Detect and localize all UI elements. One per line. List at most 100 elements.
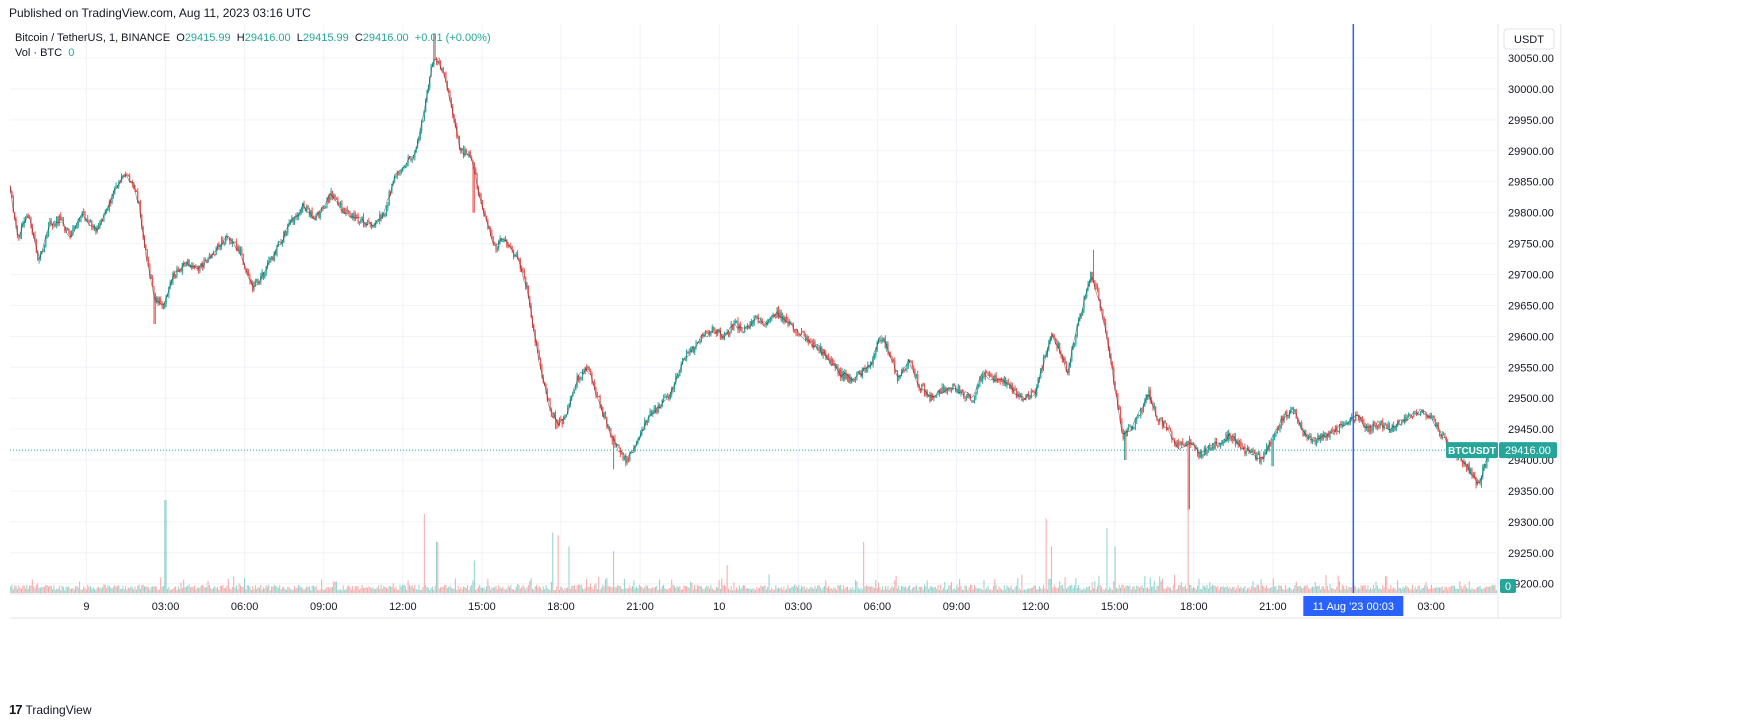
volume-bar [1030,587,1032,593]
candle-body [1148,389,1150,398]
candle-body [1367,425,1369,432]
candle-body [752,323,754,326]
candle-body [398,172,400,174]
volume-bar [1428,588,1430,593]
candle-body [219,246,221,248]
volume-bar [686,586,688,593]
candle-body [247,271,250,277]
y-tick-label: 29800.00 [1508,208,1554,220]
volume-bar [928,589,930,593]
candle-body [1117,393,1119,408]
volume-bar [849,587,851,593]
volume-bar [350,589,352,593]
candle-body [844,372,846,380]
candle-body [1168,428,1170,430]
volume-bar [734,589,736,593]
volume-bar [425,584,427,593]
candle-body [352,212,354,218]
candle-body [575,386,577,391]
candle-body [564,415,566,419]
symbol-badge: BTCUSDT [1448,446,1496,457]
candle-body [650,411,653,414]
volume-bar [802,587,804,593]
volume-bar [1305,585,1307,593]
candle-body [235,242,238,250]
volume-bar [1151,586,1153,593]
volume-bar [1161,578,1163,593]
x-tick-label: 21:00 [626,601,654,613]
candle-body [1292,407,1295,412]
candle-body [1325,432,1327,438]
volume-bar [60,590,62,593]
volume-bar [465,588,467,593]
volume-bar [994,579,996,593]
volume-bar [65,586,67,593]
candle-body [97,225,100,228]
volume-bar [1453,586,1455,593]
volume-bar [513,589,515,593]
candle-body [1275,433,1277,435]
candle-body [646,421,648,423]
candle-body [1472,473,1474,476]
volume-bar [1124,588,1126,593]
candle-body [1372,421,1374,430]
candle-body [872,356,874,365]
volume-bar [306,586,308,593]
candle-body [1399,424,1401,426]
candle-body [1307,437,1310,439]
candle-body [1394,429,1396,431]
candle-body [1257,453,1260,455]
candle-body [366,220,369,223]
candle-body [988,374,990,376]
volume-bar [177,586,179,593]
y-tick-label: 29350.00 [1508,486,1554,498]
volume-bar [98,586,100,593]
volume-bar [533,589,535,593]
volume-bar [955,589,957,593]
volume-bar [137,585,139,593]
candle-body [977,383,980,388]
volume-bar [710,584,712,593]
volume-bar [1253,587,1255,593]
volume-bar [181,588,183,593]
volume-bar [214,586,216,593]
volume-bar [860,587,862,593]
candle-body [796,332,799,334]
volume-bar [417,589,419,593]
volume-bar [34,587,36,593]
volume-bar [1129,585,1131,593]
volume-bar [514,589,516,593]
volume-bar [529,580,531,593]
candle-body [857,371,859,373]
volume-bar [91,588,93,593]
volume-bar [1355,586,1357,593]
candle-body [1332,429,1334,431]
candle-body [422,120,424,123]
candle-body [189,264,192,267]
candle-body [915,374,917,377]
candle-body [435,59,438,63]
volume-bar [180,582,182,593]
candle-body [346,209,348,211]
volume-bar [50,585,52,593]
volume-bar [375,589,377,593]
volume-bar [237,589,239,593]
volume-bar [536,584,538,593]
candle-body [880,340,882,342]
candle-body [1432,416,1434,418]
volume-bar [934,586,936,593]
volume-bar [545,585,547,593]
volume-bar [909,585,911,593]
volume-bar [538,585,540,593]
candle-body [438,61,440,63]
candle-body [1186,441,1188,446]
volume-bar [277,588,279,593]
volume-bar [1022,589,1024,593]
volume-bar [231,586,233,593]
volume-bar [506,588,508,593]
candle-body [133,184,135,189]
volume-bar [273,584,275,593]
volume-bar [126,589,128,593]
volume-bar [61,585,63,593]
